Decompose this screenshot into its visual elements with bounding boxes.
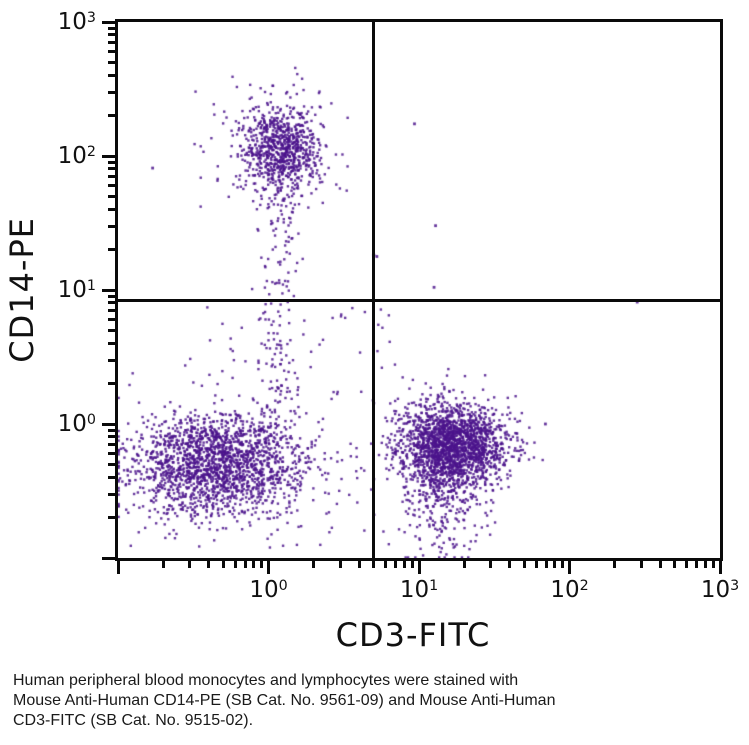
y-minor-tick <box>108 90 115 94</box>
y-major-tick <box>102 20 115 24</box>
y-minor-tick <box>108 452 115 456</box>
caption-line: Mouse Anti-Human CD14-PE (SB Cat. No. 95… <box>13 692 556 709</box>
x-minor-tick <box>489 561 493 568</box>
x-minor-tick <box>658 561 662 568</box>
y-minor-tick <box>108 175 115 179</box>
y-tick-label: 102 <box>57 143 96 169</box>
quadrant-gate-vertical <box>372 22 376 558</box>
y-major-tick <box>102 288 115 292</box>
y-tick-label: 101 <box>57 277 96 303</box>
x-minor-tick <box>534 561 538 568</box>
y-minor-tick <box>108 516 115 520</box>
x-minor-tick <box>553 561 557 568</box>
y-tick-label: 103 <box>57 9 96 35</box>
x-minor-tick <box>639 561 643 568</box>
scatter-dots-canvas <box>118 22 720 558</box>
y-axis-tick-labels: 100 101 102 103 <box>30 9 102 558</box>
y-minor-tick <box>108 224 115 228</box>
x-minor-tick <box>410 561 414 568</box>
x-tick-label: 100 <box>249 577 288 603</box>
x-major-tick <box>267 561 270 574</box>
y-major-tick <box>102 422 115 426</box>
x-axis-label: CD3-FITC <box>335 616 491 654</box>
y-minor-tick <box>108 358 115 362</box>
y-minor-tick <box>108 301 115 305</box>
x-minor-tick <box>613 561 617 568</box>
y-minor-tick <box>108 382 115 386</box>
x-minor-tick <box>252 561 256 568</box>
y-major-tick <box>102 154 115 158</box>
x-minor-tick <box>508 561 512 568</box>
y-minor-tick <box>108 443 115 447</box>
plot-frame <box>115 19 723 561</box>
y-minor-tick <box>108 33 115 37</box>
y-minor-tick <box>108 50 115 54</box>
x-tick-label: 103 <box>700 577 740 603</box>
x-tick-label: 102 <box>550 577 589 603</box>
y-minor-tick <box>108 184 115 188</box>
y-minor-tick <box>108 167 115 171</box>
x-minor-tick <box>221 561 225 568</box>
y-axis-ticks <box>101 20 115 560</box>
y-minor-tick <box>108 341 115 345</box>
x-axis-tick-labels: 100 101 102 103 <box>118 574 739 610</box>
x-minor-tick <box>384 561 388 568</box>
y-minor-tick <box>108 160 115 164</box>
y-minor-tick <box>108 318 115 322</box>
y-minor-tick <box>108 73 115 77</box>
y-minor-tick <box>108 194 115 198</box>
x-major-tick <box>116 561 120 574</box>
y-major-tick <box>102 556 115 560</box>
y-minor-tick <box>108 462 115 466</box>
y-axis-label-text: CD14-PE <box>3 217 41 363</box>
x-major-tick <box>417 561 421 574</box>
y-tick-label: 100 <box>57 411 96 437</box>
x-minor-tick <box>357 561 361 568</box>
x-minor-tick <box>312 561 316 568</box>
x-minor-tick <box>402 561 406 568</box>
y-minor-tick <box>108 60 115 64</box>
x-minor-tick <box>711 561 715 568</box>
x-minor-tick <box>703 561 707 568</box>
x-minor-tick <box>462 561 466 568</box>
x-minor-tick <box>338 561 342 568</box>
x-minor-tick <box>243 561 247 568</box>
x-minor-tick <box>522 561 526 568</box>
x-minor-tick <box>673 561 677 568</box>
x-minor-tick <box>233 561 237 568</box>
x-minor-tick <box>372 561 376 568</box>
x-minor-tick <box>394 561 398 568</box>
y-minor-tick <box>108 309 115 313</box>
y-minor-tick <box>108 328 115 332</box>
y-axis-label: CD14-PE <box>2 19 42 561</box>
caption-line: Human peripheral blood monocytes and lym… <box>13 672 519 689</box>
x-axis-ticks <box>116 561 722 575</box>
y-minor-tick <box>108 428 115 432</box>
figure-caption: Human peripheral blood monocytes and lym… <box>13 671 633 731</box>
x-minor-tick <box>544 561 548 568</box>
y-minor-tick <box>108 41 115 45</box>
y-minor-tick <box>108 492 115 496</box>
y-minor-tick <box>108 248 115 252</box>
x-major-tick <box>718 561 722 574</box>
y-minor-tick <box>108 114 115 118</box>
y-minor-tick <box>108 26 115 30</box>
y-minor-tick <box>108 294 115 298</box>
x-minor-tick <box>695 561 699 568</box>
x-tick-label: 101 <box>399 577 439 603</box>
x-minor-tick <box>561 561 565 568</box>
x-minor-tick <box>188 561 192 568</box>
caption-line: CD3-FITC (SB Cat. No. 9515-02). <box>13 712 254 729</box>
x-minor-tick <box>260 561 264 568</box>
x-major-tick <box>568 561 571 574</box>
y-minor-tick <box>108 435 115 439</box>
x-minor-tick <box>685 561 689 568</box>
x-minor-tick <box>207 561 211 568</box>
quadrant-gate-horizontal <box>118 299 720 303</box>
y-minor-tick <box>108 207 115 211</box>
y-minor-tick <box>108 475 115 479</box>
x-minor-tick <box>161 561 165 568</box>
